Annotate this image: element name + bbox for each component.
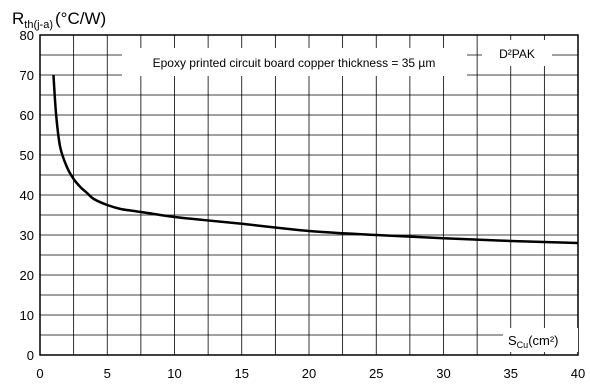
x-tick-label: 35	[504, 366, 518, 381]
y-tick-label: 70	[20, 68, 34, 83]
annotation-note: Epoxy printed circuit board copper thick…	[153, 56, 436, 70]
annotation-note-background	[122, 48, 467, 76]
annotation-package-background	[482, 40, 552, 66]
series-line	[52, 74, 579, 245]
y-tick-label: 80	[20, 28, 34, 43]
x-axis-label: SCu(cm²)	[508, 333, 559, 350]
x-tick-label: 0	[36, 366, 43, 381]
x-tick-label: 10	[167, 366, 181, 381]
plot-frame	[39, 34, 579, 356]
y-tick-label: 60	[20, 108, 34, 123]
y-tick-label: 30	[20, 228, 34, 243]
x-axis-ticks: 0 5 10 15 20 25 30 35 40	[36, 366, 585, 381]
y-tick-label: 0	[27, 348, 34, 363]
x-tick-label: 15	[235, 366, 249, 381]
y-tick-label: 20	[20, 268, 34, 283]
x-tick-label: 20	[302, 366, 316, 381]
y-axis-label: Rth(j-a) (°C/W)	[12, 9, 106, 31]
annotation-package: D²PAK	[499, 47, 535, 61]
x-axis-label-background	[503, 328, 578, 352]
x-axis-label-unit: (cm²)	[528, 333, 558, 348]
x-tick-label: 30	[436, 366, 450, 381]
x-axis-label-main: S	[508, 333, 517, 348]
x-tick-label: 40	[571, 366, 585, 381]
y-tick-label: 40	[20, 188, 34, 203]
y-axis-label-unit: (°C/W)	[55, 9, 106, 28]
x-tick-label: 5	[104, 366, 111, 381]
y-tick-label: 50	[20, 148, 34, 163]
y-axis-label-sub: th(j-a)	[24, 19, 53, 31]
y-axis-label-main: R	[12, 9, 24, 28]
y-axis-ticks: 0 10 20 30 40 50 60 70 80	[20, 28, 34, 363]
x-tick-label: 25	[369, 366, 383, 381]
grid	[39, 34, 579, 356]
x-axis-label-sub: Cu	[517, 340, 529, 350]
y-tick-label: 10	[20, 308, 34, 323]
